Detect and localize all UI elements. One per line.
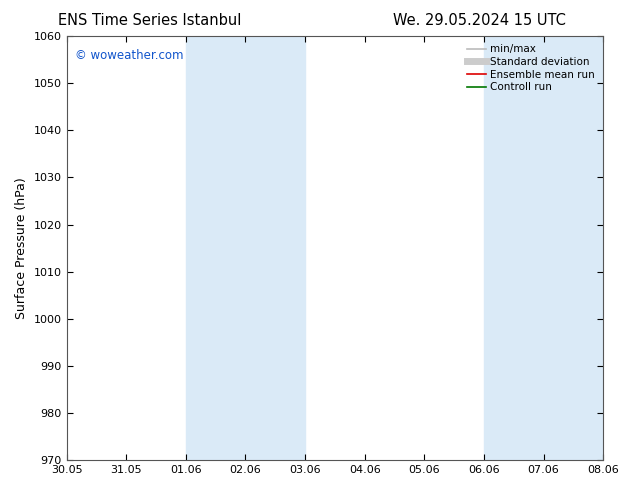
Legend: min/max, Standard deviation, Ensemble mean run, Controll run: min/max, Standard deviation, Ensemble me… <box>464 41 598 96</box>
Text: ENS Time Series Istanbul: ENS Time Series Istanbul <box>58 13 241 28</box>
Text: We. 29.05.2024 15 UTC: We. 29.05.2024 15 UTC <box>393 13 566 28</box>
Y-axis label: Surface Pressure (hPa): Surface Pressure (hPa) <box>15 177 28 319</box>
Bar <box>186 36 305 460</box>
Bar <box>484 36 603 460</box>
Text: © woweather.com: © woweather.com <box>75 49 183 62</box>
